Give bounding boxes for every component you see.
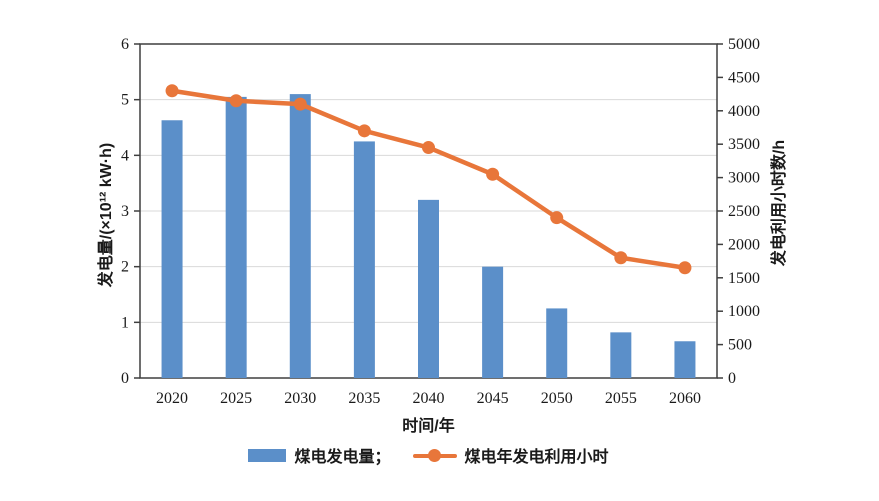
line-point-2025: [229, 94, 243, 108]
right-tick-label: 1000: [728, 303, 760, 320]
left-tick-label: 2: [121, 259, 129, 276]
right-axis-title: 发电利用小时数/h: [771, 139, 788, 267]
bar-2020: [161, 120, 183, 378]
bar-2055: [610, 332, 632, 378]
bar-2030: [289, 94, 311, 378]
x-tick-label: 2060: [669, 390, 701, 407]
x-axis-title: 时间/年: [402, 418, 455, 435]
line-point-2060: [678, 261, 692, 275]
right-tick-label: 3000: [728, 170, 760, 187]
bar-2035: [353, 141, 375, 378]
bar-2045: [482, 266, 504, 378]
x-tick-label: 2035: [348, 390, 380, 407]
line-point-2050: [550, 211, 564, 225]
legend: 煤电发电量； 煤电年发电利用小时: [140, 443, 717, 467]
legend-line-swatch: [412, 448, 457, 462]
left-tick-label: 0: [121, 370, 129, 387]
legend-bar-label: 煤电发电量；: [294, 449, 391, 466]
legend-line-marker-icon: [427, 448, 441, 462]
left-tick-label: 4: [121, 147, 129, 164]
line-point-2045: [486, 167, 500, 181]
legend-line-label: 煤电年发电利用小时: [464, 449, 609, 466]
x-tick-label: 2055: [605, 390, 637, 407]
bar-2025: [225, 96, 247, 378]
left-tick-label: 3: [121, 203, 129, 220]
right-tick-label: 4000: [728, 103, 760, 120]
right-tick-label: 2000: [728, 236, 760, 253]
left-axis-title: 发电量/(×10¹² kW·h): [98, 142, 115, 288]
x-tick-label: 2020: [156, 390, 188, 407]
right-tick-label: 2500: [728, 203, 760, 220]
bar-2050: [546, 308, 568, 378]
right-tick-label: 3500: [728, 136, 760, 153]
bar-2040: [418, 199, 439, 378]
right-tick-label: 0: [728, 370, 736, 387]
x-tick-label: 2025: [220, 390, 252, 407]
line-point-2035: [357, 124, 371, 138]
x-tick-label: 2045: [477, 390, 509, 407]
line-point-2040: [422, 141, 435, 155]
left-tick-label: 5: [121, 92, 129, 109]
x-tick-label: 2040: [413, 390, 445, 407]
left-tick-label: 6: [121, 36, 129, 53]
right-tick-label: 4500: [728, 69, 760, 86]
line-point-2055: [614, 251, 628, 265]
legend-bar-swatch: [248, 448, 287, 462]
right-tick-label: 500: [728, 337, 752, 354]
right-tick-label: 1500: [728, 270, 760, 287]
bar-2060: [674, 341, 696, 378]
x-tick-label: 2030: [284, 390, 316, 407]
x-tick-label: 2050: [541, 390, 573, 407]
line-point-2030: [293, 97, 307, 111]
line-point-2020: [165, 84, 179, 98]
left-tick-label: 1: [121, 314, 129, 331]
right-tick-label: 5000: [728, 36, 760, 53]
